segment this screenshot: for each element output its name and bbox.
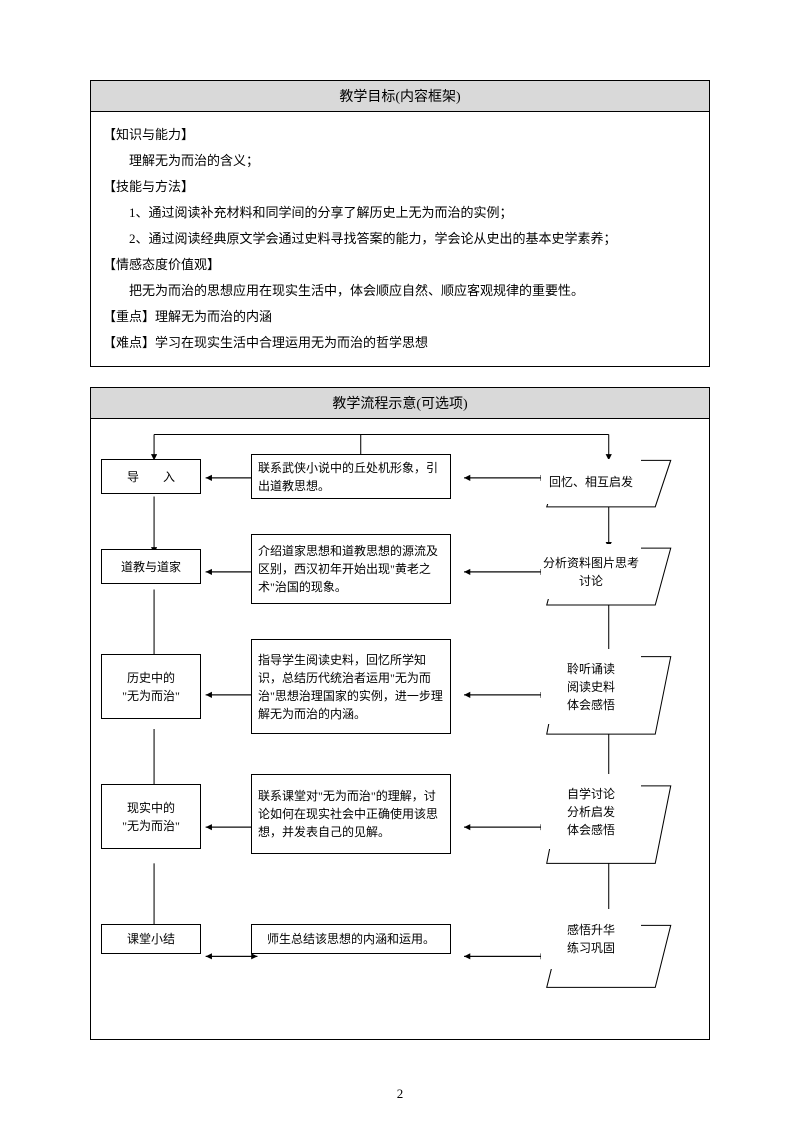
right-box-3: 聆听诵读 阅读史料 体会感悟 [541,649,641,724]
mid-box-5: 师生总结该思想的内涵和运用。 [251,924,451,954]
s1-line: 【技能与方法】 [103,174,697,200]
left-box-4: 现实中的 "无为而治" [101,784,201,849]
right-box-5: 感悟升华 练习巩固 [541,909,641,969]
teaching-flow-section: 教学流程示意(可选项) [90,387,710,1040]
flowchart: 导 入 道教与道家 历史中的 "无为而治" 现实中的 "无为而治" 课堂小结 联… [91,419,709,1039]
page-number: 2 [0,1086,800,1102]
section2-header: 教学流程示意(可选项) [91,388,709,419]
teaching-goals-section: 教学目标(内容框架) 【知识与能力】 理解无为而治的含义； 【技能与方法】 1、… [90,80,710,367]
mid-box-1: 联系武侠小说中的丘处机形象，引出道教思想。 [251,454,451,499]
s1-line: 【重点】理解无为而治的内涵 [103,304,697,330]
section1-header: 教学目标(内容框架) [91,81,709,112]
s1-line: 理解无为而治的含义； [103,148,697,174]
left-box-5: 课堂小结 [101,924,201,954]
s1-line: 把无为而治的思想应用在现实生活中，体会顺应自然、顺应客观规律的重要性。 [103,278,697,304]
mid-box-4: 联系课堂对"无为而治"的理解，讨论如何在现实社会中正确使用该思想，并发表自己的见… [251,774,451,854]
left-box-3: 历史中的 "无为而治" [101,654,201,719]
s1-line: 【难点】学习在现实生活中合理运用无为而治的哲学思想 [103,330,697,356]
s1-line: 【情感态度价值观】 [103,252,697,278]
s1-line: 1、通过阅读补充材料和同学间的分享了解历史上无为而治的实例； [103,200,697,226]
mid-box-3: 指导学生阅读史料，回忆所学知识，总结历代统治者运用"无为而治"思想治理国家的实例… [251,639,451,734]
left-box-2: 道教与道家 [101,549,201,584]
right-box-2: 分析资料图片思考讨论 [541,544,641,599]
right-box-4: 自学讨论 分析启发 体会感悟 [541,774,641,849]
left-box-1: 导 入 [101,459,201,494]
section1-body: 【知识与能力】 理解无为而治的含义； 【技能与方法】 1、通过阅读补充材料和同学… [91,112,709,366]
mid-box-2: 介绍道家思想和道教思想的源流及区别，西汉初年开始出现"黄老之术"治国的现象。 [251,534,451,604]
right-box-1: 回忆、相互启发 [541,459,641,504]
s1-line: 【知识与能力】 [103,122,697,148]
s1-line: 2、通过阅读经典原文学会通过史料寻找答案的能力，学会论从史出的基本史学素养； [103,226,697,252]
